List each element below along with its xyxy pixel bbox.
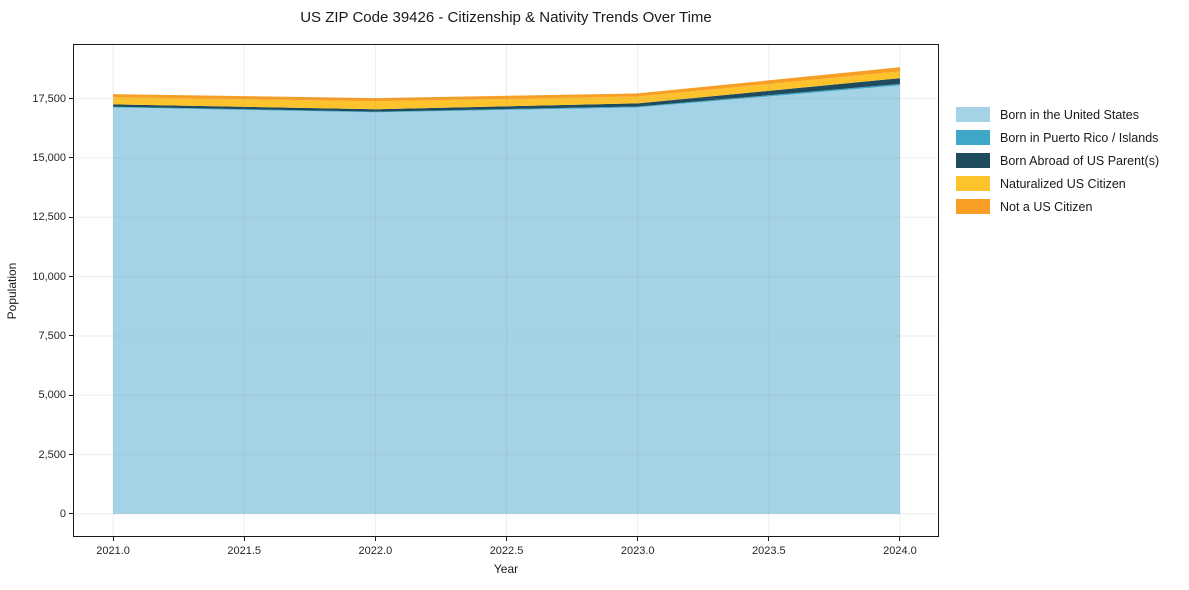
x-tick-mark [506, 537, 508, 541]
y-tick-mark [69, 276, 73, 278]
y-tick-label: 2,500 [38, 448, 66, 461]
area-series-1 [113, 83, 900, 113]
legend-label-2: Born Abroad of US Parent(s) [1000, 153, 1160, 168]
x-tick-mark [243, 537, 245, 541]
area-series-2 [113, 78, 900, 112]
plot-area [73, 44, 939, 537]
y-tick-label: 17,500 [32, 92, 66, 105]
legend-label-0: Born in the United States [1000, 107, 1139, 122]
y-tick-label: 15,000 [32, 151, 66, 164]
legend-swatch-2 [956, 153, 990, 168]
x-tick-label: 2022.5 [489, 545, 524, 557]
y-tick-mark [69, 394, 73, 396]
legend-label-1: Born in Puerto Rico / Islands [1000, 130, 1159, 145]
area-series-3 [113, 71, 900, 110]
x-tick-label: 2023.5 [751, 545, 786, 557]
y-tick-mark [69, 157, 73, 159]
x-tick-label: 2021.0 [96, 545, 130, 557]
legend-swatch-3 [956, 176, 990, 191]
legend-item-3: Naturalized US Citizen [956, 176, 1159, 191]
legend-swatch-1 [956, 130, 990, 145]
x-tick-mark [374, 537, 376, 541]
stacked-area-plot [74, 45, 938, 536]
area-series-0 [113, 85, 900, 514]
x-tick-mark [899, 537, 901, 541]
legend-item-0: Born in the United States [956, 107, 1159, 122]
y-tick-mark [69, 98, 73, 100]
area-series-4 [113, 67, 900, 102]
legend-swatch-4 [956, 199, 990, 214]
x-axis-label: Year [493, 562, 519, 576]
y-axis-label: Population [5, 262, 19, 320]
x-tick-label: 2022.0 [358, 545, 393, 557]
y-tick-label: 10,000 [32, 270, 66, 283]
y-tick-label: 7,500 [38, 329, 66, 342]
legend-label-4: Not a US Citizen [1000, 199, 1093, 214]
legend-swatch-0 [956, 107, 990, 122]
y-tick-mark [69, 335, 73, 337]
x-tick-mark [112, 537, 114, 541]
y-tick-label: 5,000 [38, 389, 66, 402]
x-tick-label: 2024.0 [883, 545, 917, 557]
y-tick-label: 12,500 [32, 211, 66, 224]
y-tick-label: 0 [59, 507, 66, 520]
y-tick-mark [69, 513, 73, 515]
chart-title: US ZIP Code 39426 - Citizenship & Nativi… [300, 9, 712, 26]
x-tick-label: 2023.0 [620, 545, 655, 557]
legend-item-4: Not a US Citizen [956, 199, 1159, 214]
x-tick-mark [637, 537, 639, 541]
x-tick-mark [768, 537, 770, 541]
y-tick-mark [69, 454, 73, 456]
x-tick-label: 2021.5 [227, 545, 262, 557]
legend-item-2: Born Abroad of US Parent(s) [956, 153, 1159, 168]
legend: Born in the United States Born in Puerto … [956, 107, 1159, 214]
legend-item-1: Born in Puerto Rico / Islands [956, 130, 1159, 145]
legend-label-3: Naturalized US Citizen [1000, 176, 1126, 191]
y-tick-mark [69, 216, 73, 218]
